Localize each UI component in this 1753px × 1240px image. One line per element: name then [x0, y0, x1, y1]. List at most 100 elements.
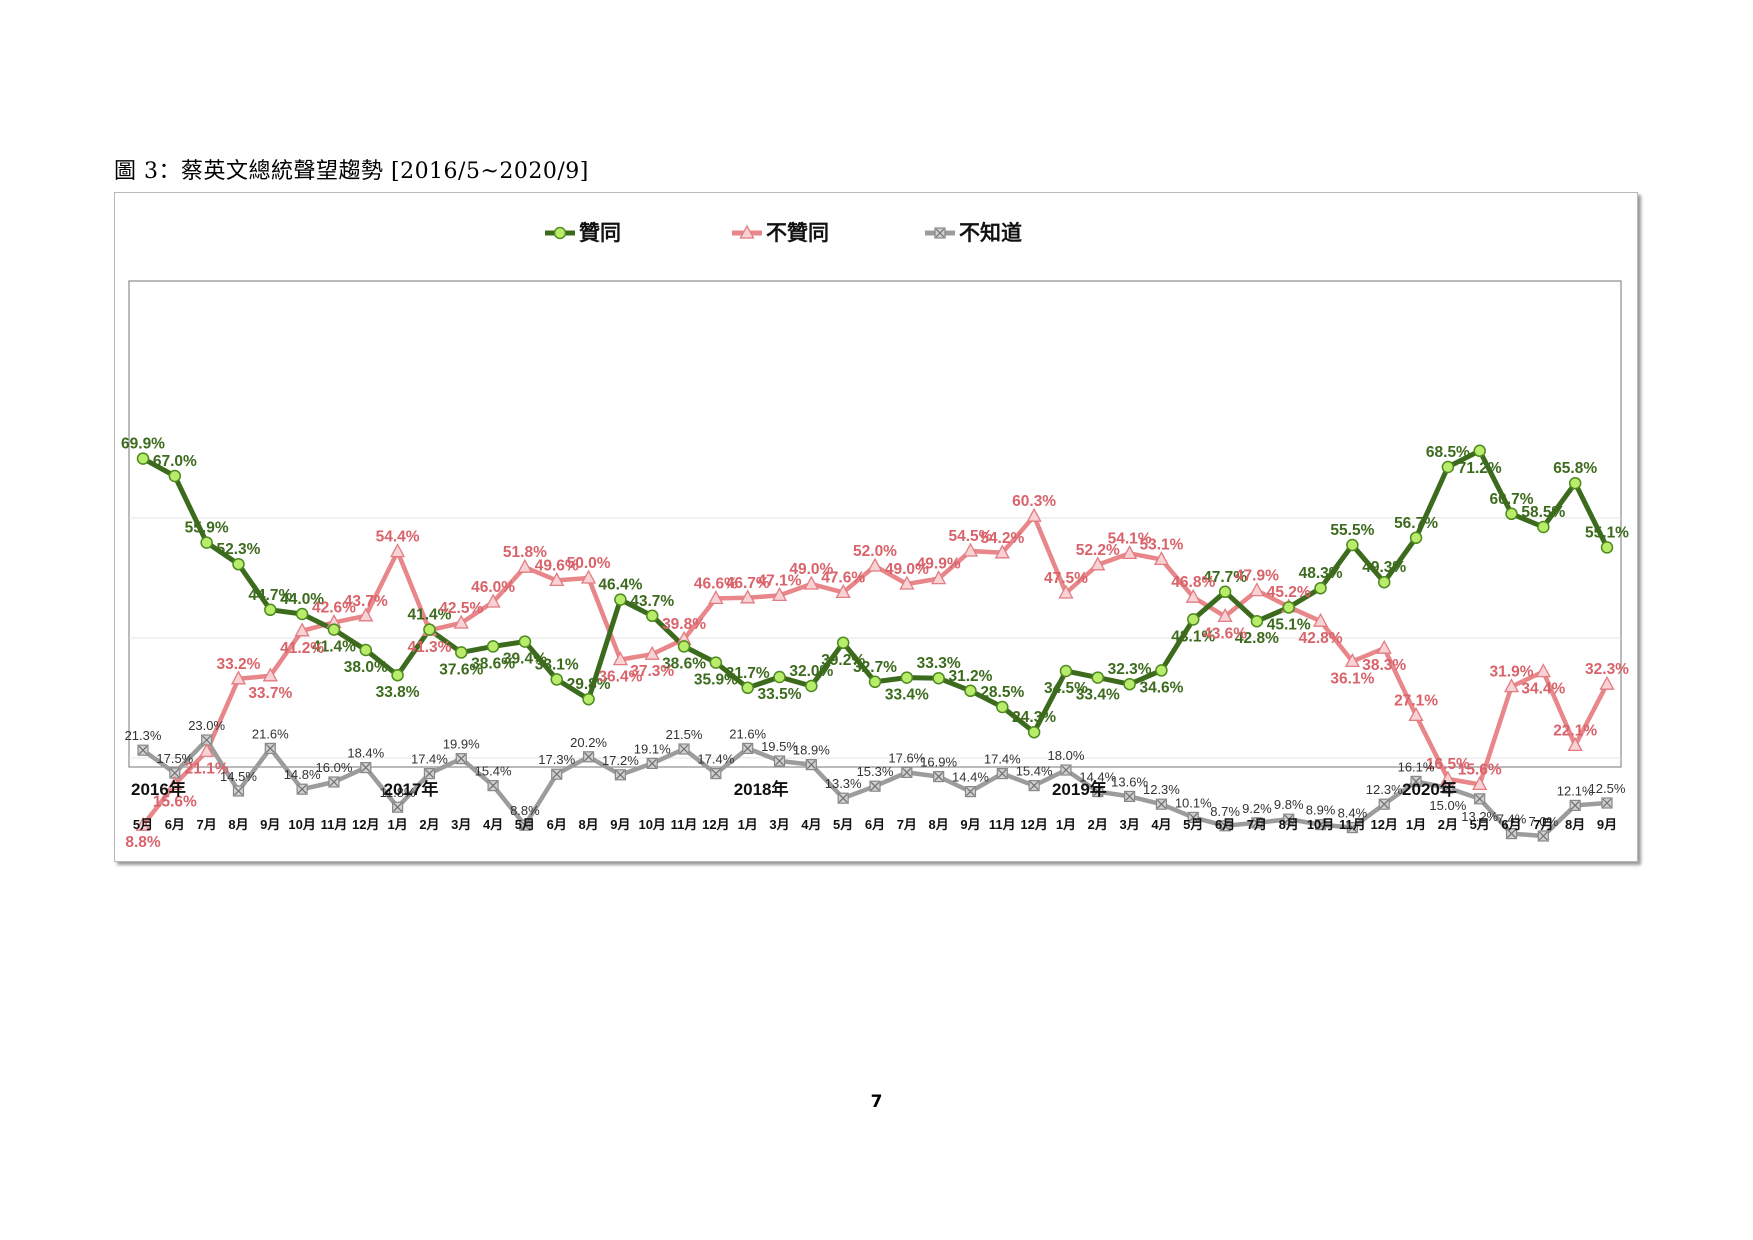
data-point-marker: [740, 589, 756, 604]
x-tick-label: 2月: [1088, 817, 1108, 832]
data-label: 49.9%: [917, 556, 961, 573]
data-label: 14.4%: [952, 770, 989, 785]
data-point-marker: [1599, 675, 1615, 690]
data-point-marker: [741, 681, 754, 695]
data-point-marker: [1155, 798, 1168, 810]
data-label: 29.8%: [567, 676, 611, 693]
data-point-marker: [264, 603, 277, 617]
data-point-marker: [550, 673, 563, 686]
data-label: 55.9%: [185, 520, 229, 537]
data-point-marker: [169, 767, 181, 779]
data-label: 55.5%: [1330, 522, 1374, 539]
data-label: 17.4%: [984, 752, 1021, 767]
data-point-marker: [1505, 507, 1518, 521]
data-point-marker: [294, 622, 310, 637]
x-tick-label: 6月: [1215, 817, 1235, 832]
data-label: 22.1%: [1553, 722, 1597, 739]
data-point-marker: [1026, 507, 1042, 522]
data-label: 31.9%: [1490, 664, 1534, 681]
data-label: 19.5%: [761, 739, 798, 754]
year-label: 2016年: [131, 779, 186, 799]
data-label: 49.0%: [789, 561, 833, 578]
data-point-marker: [837, 792, 849, 804]
data-label: 13.2%: [1461, 809, 1498, 824]
x-tick-label: 8月: [1279, 817, 1299, 832]
data-label: 17.6%: [888, 750, 925, 765]
data-point-marker: [1314, 818, 1327, 831]
data-label: 67.0%: [153, 453, 197, 470]
data-point-marker: [805, 679, 818, 693]
data-label: 41.4%: [407, 607, 451, 624]
data-point-marker: [962, 542, 979, 557]
data-label: 43.7%: [630, 593, 674, 610]
data-point-marker: [1058, 584, 1074, 599]
data-label: 44.7%: [248, 587, 292, 604]
data-label: 32.3%: [1585, 661, 1629, 678]
x-tick-label: 11月: [321, 817, 348, 832]
data-point-marker: [327, 623, 341, 636]
data-point-marker: [1441, 460, 1455, 474]
data-point-marker: [455, 646, 468, 659]
data-point-marker: [899, 575, 915, 590]
data-label: 65.8%: [1553, 460, 1597, 477]
data-point-marker: [518, 635, 532, 648]
data-label: 38.6%: [662, 655, 706, 672]
data-label: 48.3%: [1299, 565, 1343, 582]
x-tick-label: 8月: [578, 817, 598, 832]
x-tick-label: 11月: [989, 817, 1016, 832]
data-label: 49.3%: [1362, 559, 1406, 576]
line-chart: 贊同 不贊同 不知道 69.9%67.0%55.9%52.3%44.7%44.0%4…: [121, 221, 1629, 851]
data-point-marker: [1250, 614, 1264, 628]
x-tick-label: 3月: [451, 817, 471, 832]
data-point-marker: [582, 692, 595, 706]
data-label: 15.6%: [153, 793, 197, 810]
data-label: 10.1%: [1175, 795, 1212, 810]
data-point-marker: [199, 743, 215, 758]
data-point-marker: [549, 572, 565, 587]
data-label: 12.3%: [1143, 782, 1180, 797]
data-point-marker: [805, 758, 817, 771]
data-point-marker: [932, 671, 945, 685]
data-point-marker: [964, 684, 977, 698]
data-point-marker: [328, 776, 340, 788]
x-tick-label: 5月: [833, 817, 853, 832]
data-label: 16.9%: [920, 755, 957, 770]
data-point-marker: [1474, 793, 1486, 805]
data-point-marker: [1535, 663, 1551, 678]
data-point-marker: [1122, 545, 1138, 560]
x-tick-label: 1月: [1056, 817, 1076, 832]
data-point-marker: [708, 590, 724, 605]
data-label: 52.0%: [853, 543, 897, 560]
year-label: 2018年: [734, 779, 789, 799]
data-label: 39.8%: [662, 616, 706, 633]
data-point-marker: [1027, 725, 1041, 739]
data-label: 47.1%: [758, 572, 802, 589]
data-point-marker: [135, 816, 151, 831]
data-label: 34.6%: [1139, 679, 1183, 696]
year-label: 2017年: [384, 779, 439, 799]
data-point-marker: [1028, 779, 1040, 792]
data-label: 54.1%: [1108, 530, 1152, 547]
data-point-marker: [1283, 813, 1295, 825]
data-point-marker: [1409, 531, 1423, 545]
data-point-marker: [359, 643, 373, 657]
x-tick-label: 12月: [1020, 817, 1047, 832]
data-point-marker: [167, 776, 183, 791]
x-tick-label: 6月: [1501, 817, 1521, 832]
data-label: 39.2%: [821, 652, 865, 669]
x-tick-label: 8月: [1565, 817, 1585, 832]
x-tick-label: 4月: [801, 817, 821, 832]
data-point-marker: [612, 651, 628, 666]
data-label: 38.6%: [471, 655, 515, 672]
data-point-marker: [1408, 707, 1424, 722]
data-label: 43.7%: [344, 593, 388, 610]
data-point-marker: [739, 224, 755, 239]
data-label: 52.2%: [1076, 542, 1120, 559]
x-tick-label: 11月: [1339, 817, 1366, 832]
data-point-marker: [423, 767, 436, 780]
x-tick-label: 12月: [1370, 817, 1397, 832]
data-label: 18.4%: [347, 746, 384, 761]
data-point-marker: [295, 607, 309, 621]
data-label: 17.4%: [697, 752, 734, 767]
data-label: 8.4%: [1338, 806, 1368, 821]
